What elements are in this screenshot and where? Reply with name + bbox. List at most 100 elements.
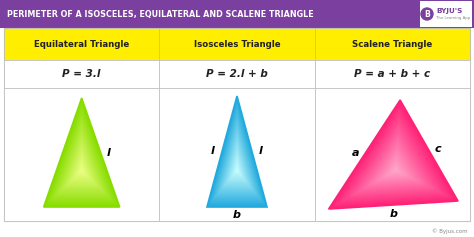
- Polygon shape: [80, 167, 83, 173]
- Text: Equilateral Triangle: Equilateral Triangle: [34, 40, 129, 49]
- Text: c: c: [435, 143, 441, 154]
- Polygon shape: [224, 137, 250, 187]
- Polygon shape: [76, 160, 87, 176]
- Polygon shape: [81, 169, 82, 172]
- Polygon shape: [357, 130, 431, 192]
- Polygon shape: [225, 140, 249, 185]
- Polygon shape: [63, 134, 100, 189]
- Bar: [4, 28, 159, 60]
- Polygon shape: [67, 143, 96, 184]
- Circle shape: [421, 8, 433, 20]
- Polygon shape: [233, 159, 241, 176]
- Polygon shape: [45, 100, 118, 206]
- Polygon shape: [46, 103, 117, 204]
- Polygon shape: [223, 135, 251, 187]
- Polygon shape: [362, 135, 427, 190]
- Polygon shape: [340, 112, 447, 202]
- Polygon shape: [336, 107, 452, 205]
- Polygon shape: [226, 142, 248, 184]
- Polygon shape: [216, 118, 258, 196]
- Polygon shape: [65, 140, 98, 186]
- Polygon shape: [57, 123, 106, 194]
- Polygon shape: [387, 161, 403, 175]
- Polygon shape: [79, 165, 84, 173]
- Bar: [420, 1, 472, 27]
- Polygon shape: [391, 165, 400, 173]
- Polygon shape: [53, 116, 110, 198]
- Polygon shape: [71, 151, 92, 181]
- Polygon shape: [235, 164, 239, 173]
- Polygon shape: [62, 132, 101, 190]
- Polygon shape: [209, 100, 265, 205]
- Polygon shape: [328, 100, 458, 209]
- Polygon shape: [207, 96, 267, 207]
- Bar: [315, 28, 470, 60]
- Polygon shape: [354, 126, 435, 194]
- Polygon shape: [221, 131, 253, 189]
- Polygon shape: [227, 144, 247, 183]
- Text: l: l: [259, 146, 263, 156]
- Polygon shape: [70, 149, 93, 182]
- Polygon shape: [44, 98, 119, 207]
- Polygon shape: [339, 110, 448, 203]
- Text: B: B: [424, 9, 430, 18]
- Polygon shape: [337, 109, 450, 204]
- Polygon shape: [232, 157, 242, 177]
- Polygon shape: [234, 163, 240, 174]
- Text: Scalene Triangle: Scalene Triangle: [352, 40, 432, 49]
- Polygon shape: [211, 105, 263, 202]
- Text: © Byjus.com: © Byjus.com: [432, 228, 468, 234]
- Polygon shape: [371, 144, 419, 185]
- Text: P = 2.l + b: P = 2.l + b: [206, 69, 268, 79]
- Polygon shape: [212, 109, 262, 201]
- Polygon shape: [228, 148, 246, 181]
- Polygon shape: [215, 116, 259, 197]
- Text: l: l: [211, 146, 215, 156]
- Polygon shape: [74, 156, 89, 178]
- Polygon shape: [227, 146, 247, 182]
- Polygon shape: [59, 127, 104, 192]
- Polygon shape: [381, 154, 410, 179]
- Polygon shape: [64, 136, 100, 188]
- Polygon shape: [75, 158, 88, 177]
- Polygon shape: [220, 129, 254, 190]
- Polygon shape: [72, 152, 91, 180]
- Polygon shape: [52, 114, 111, 199]
- Bar: [4, 88, 159, 221]
- Polygon shape: [208, 98, 266, 206]
- Polygon shape: [61, 131, 102, 191]
- Polygon shape: [48, 107, 115, 202]
- Polygon shape: [215, 114, 259, 198]
- Polygon shape: [64, 138, 99, 187]
- Polygon shape: [58, 125, 105, 193]
- Polygon shape: [213, 111, 261, 200]
- Polygon shape: [379, 152, 411, 180]
- Polygon shape: [47, 105, 116, 203]
- Polygon shape: [334, 105, 453, 206]
- Polygon shape: [46, 102, 118, 205]
- Polygon shape: [60, 129, 103, 191]
- Bar: [315, 60, 470, 88]
- Polygon shape: [359, 132, 430, 191]
- Polygon shape: [218, 124, 256, 193]
- Polygon shape: [66, 141, 97, 185]
- Polygon shape: [51, 113, 112, 200]
- Polygon shape: [56, 122, 107, 195]
- Polygon shape: [233, 161, 241, 175]
- Polygon shape: [377, 151, 413, 181]
- Bar: [159, 88, 315, 221]
- Polygon shape: [229, 151, 245, 179]
- Polygon shape: [229, 150, 245, 180]
- Polygon shape: [375, 149, 414, 182]
- Polygon shape: [78, 163, 85, 174]
- Polygon shape: [50, 111, 113, 201]
- Bar: [315, 88, 470, 221]
- Polygon shape: [369, 142, 420, 186]
- Polygon shape: [211, 107, 263, 201]
- Polygon shape: [367, 140, 422, 187]
- Text: BYJU'S: BYJU'S: [436, 8, 462, 14]
- Text: a: a: [352, 147, 359, 158]
- Polygon shape: [69, 147, 94, 182]
- Polygon shape: [54, 118, 109, 197]
- Polygon shape: [224, 139, 250, 186]
